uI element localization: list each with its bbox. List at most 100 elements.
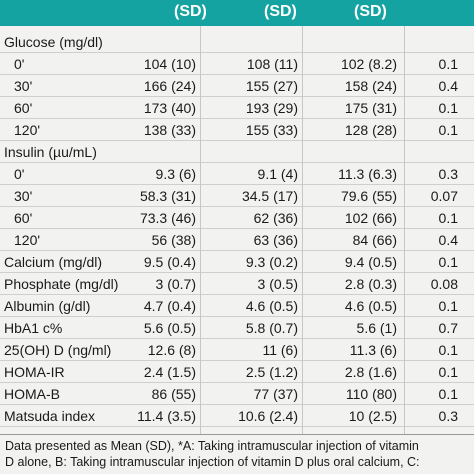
table-row: 60' 73.3 (46) 62 (36) 102 (66) 0.1 [0, 207, 474, 229]
p-value-cell: 0.7 [438, 320, 458, 336]
value-cell: 10.6 (2.4) [238, 408, 298, 424]
p-value-cell: 0.1 [438, 100, 458, 116]
row-separator [0, 140, 474, 141]
row-separator [0, 162, 474, 163]
row-label: HbA1 c% [4, 320, 63, 336]
value-cell: 3 (0.5) [257, 276, 298, 292]
row-label: HOMA-B [4, 386, 60, 402]
row-separator [0, 316, 474, 317]
table-row: Phosphate (mg/dl) 3 (0.7) 3 (0.5) 2.8 (0.3)… [0, 273, 474, 295]
value-cell: 110 (80) [345, 386, 397, 402]
value-cell: 77 (37) [253, 386, 298, 402]
column-divider [200, 26, 201, 434]
value-cell: 73.3 (46) [139, 210, 196, 226]
value-cell: 79.6 (55) [340, 188, 397, 204]
header-sd-group-b: (SD) [264, 3, 297, 20]
p-value-cell: 0.3 [438, 408, 458, 424]
value-cell: 11.4 (3.5) [137, 408, 196, 424]
value-cell: 108 (11) [246, 56, 298, 72]
row-label: Calcium (mg/dl) [4, 254, 103, 270]
value-cell: 9.3 (6) [155, 166, 196, 182]
row-separator [0, 404, 474, 405]
column-divider [302, 26, 303, 434]
value-cell: 11.3 (6.3) [338, 166, 397, 182]
value-cell: 56 (38) [151, 232, 196, 248]
footnote-line: Data presented as Mean (SD), *A: Taking … [5, 439, 419, 453]
table-row: 0' 104 (10) 108 (11) 102 (8.2) 0.1 [0, 53, 474, 75]
row-separator [0, 206, 474, 207]
row-separator [0, 228, 474, 229]
table-row: 120' 56 (38) 63 (36) 84 (66) 0.4 [0, 229, 474, 251]
row-separator [0, 338, 474, 339]
value-cell: 86 (55) [151, 386, 196, 402]
row-separator [0, 184, 474, 185]
table-header: (SD) (SD) (SD) [0, 0, 474, 26]
value-cell: 138 (33) [143, 122, 196, 138]
p-value-cell: 0.07 [430, 188, 458, 204]
row-label: 30' [14, 78, 33, 94]
value-cell: 5.6 (0.5) [143, 320, 196, 336]
value-cell: 102 (66) [344, 210, 397, 226]
value-cell: 173 (40) [143, 100, 196, 116]
row-label: 0' [14, 56, 25, 72]
value-cell: 11 (6) [262, 342, 298, 358]
row-label: Albumin (g/dl) [4, 298, 91, 314]
value-cell: 4.7 (0.4) [143, 298, 196, 314]
value-cell: 9.1 (4) [257, 166, 298, 182]
column-divider [404, 26, 405, 434]
table-row: 30' 58.3 (31) 34.5 (17) 79.6 (55) 0.07 [0, 185, 474, 207]
table-row: 0' 9.3 (6) 9.1 (4) 11.3 (6.3) 0.3 [0, 163, 474, 185]
value-cell: 9.4 (0.5) [344, 254, 397, 270]
p-value-cell: 0.1 [438, 386, 458, 402]
value-cell: 63 (36) [253, 232, 298, 248]
header-sd-group-c: (SD) [354, 3, 387, 20]
value-cell: 9.5 (0.4) [143, 254, 196, 270]
row-label: 30' [14, 188, 33, 204]
row-separator [0, 74, 474, 75]
table-row: Albumin (g/dl) 4.7 (0.4) 4.6 (0.5) 4.6 (0.5… [0, 295, 474, 317]
value-cell: 2.5 (1.2) [245, 364, 298, 380]
value-cell: 193 (29) [245, 100, 298, 116]
p-value-cell: 0.4 [438, 232, 458, 248]
p-value-cell: 0.1 [438, 56, 458, 72]
p-value-cell: 0.08 [430, 276, 458, 292]
table-row: 30' 166 (24) 155 (27) 158 (24) 0.4 [0, 75, 474, 97]
value-cell: 2.4 (1.5) [143, 364, 196, 380]
p-value-cell: 0.1 [438, 298, 458, 314]
row-label: Glucose (mg/dl) [4, 34, 103, 50]
table-row: 60' 173 (40) 193 (29) 175 (31) 0.1 [0, 97, 474, 119]
table-footnote: Data presented as Mean (SD), *A: Taking … [5, 438, 471, 470]
row-label: Insulin (µu/mL) [4, 144, 97, 160]
row-label: Matsuda index [4, 408, 96, 424]
row-separator [0, 294, 474, 295]
table-row: 120' 138 (33) 155 (33) 128 (28) 0.1 [0, 119, 474, 141]
row-label: 120' [14, 232, 41, 248]
row-separator [0, 272, 474, 273]
p-value-cell: 0.3 [438, 166, 458, 182]
row-label: 60' [14, 100, 33, 116]
value-cell: 84 (66) [352, 232, 397, 248]
p-value-cell: 0.1 [438, 342, 458, 358]
p-value-cell: 0.1 [438, 364, 458, 380]
table-row: HOMA-B 86 (55) 77 (37) 110 (80) 0.1 [0, 383, 474, 405]
value-cell: 5.8 (0.7) [245, 320, 298, 336]
value-cell: 11.3 (6) [349, 342, 397, 358]
row-separator [0, 382, 474, 383]
value-cell: 9.3 (0.2) [245, 254, 298, 270]
row-separator [0, 96, 474, 97]
value-cell: 34.5 (17) [241, 188, 298, 204]
table-row: Calcium (mg/dl) 9.5 (0.4) 9.3 (0.2) 9.4 (0.… [0, 251, 474, 273]
table-row: Glucose (mg/dl) [0, 31, 474, 53]
value-cell: 2.8 (1.6) [344, 364, 397, 380]
table-row: Insulin (µu/mL) [0, 141, 474, 163]
value-cell: 12.6 (8) [147, 342, 196, 358]
row-separator [0, 360, 474, 361]
value-cell: 5.6 (1) [356, 320, 397, 336]
value-cell: 58.3 (31) [139, 188, 196, 204]
value-cell: 128 (28) [344, 122, 397, 138]
table-row: HOMA-IR 2.4 (1.5) 2.5 (1.2) 2.8 (1.6) 0.1 [0, 361, 474, 383]
row-label: 60' [14, 210, 33, 226]
table-row: 25(OH) D (ng/ml) 12.6 (8) 11 (6) 11.3 (6) 0.… [0, 339, 474, 361]
footnote-line: D alone, B: Taking intramuscular injecti… [5, 455, 420, 469]
table-row: HbA1 c% 5.6 (0.5) 5.8 (0.7) 5.6 (1) 0.7 [0, 317, 474, 339]
